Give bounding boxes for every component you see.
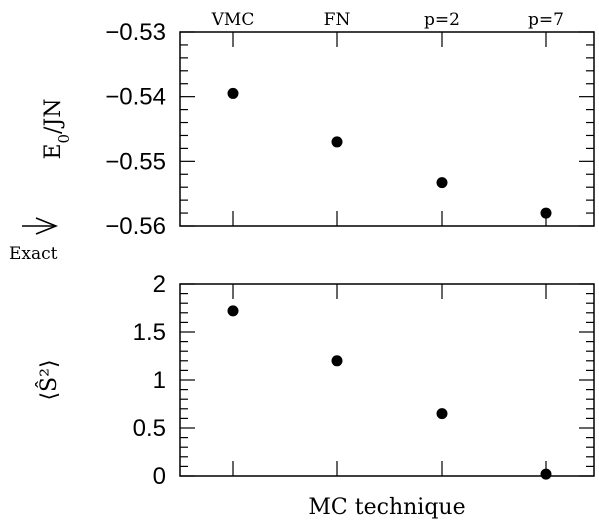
energy-point — [436, 177, 448, 189]
energy-y-tick-label: −0.56 — [105, 213, 166, 240]
energy-point — [331, 136, 343, 148]
spin-y-axis-title: ⟨Ŝ²⟩ — [35, 359, 62, 400]
spin-y-tick-label: 0 — [153, 463, 166, 490]
spin-panel: 2 1.5 1 0.5 0 ⟨Ŝ²⟩ MC technique — [35, 271, 595, 520]
exact-label: Exact — [9, 244, 58, 264]
energy-y-tick-label: −0.53 — [105, 19, 166, 46]
category-labels: VMC FN p=2 p=7 — [211, 10, 564, 30]
spin-plot-frame — [179, 283, 595, 477]
energy-y-tick-label: −0.54 — [105, 84, 166, 111]
x-axis-title: MC technique — [308, 495, 465, 520]
spin-y-tick-label: 2 — [153, 271, 166, 298]
energy-points — [227, 87, 552, 219]
exact-arrow — [22, 217, 59, 235]
category-label: FN — [324, 10, 351, 30]
spin-y-tick-label: 1 — [153, 367, 166, 394]
spin-point — [331, 355, 343, 367]
energy-y-tick-label: −0.55 — [105, 148, 166, 175]
spin-point — [436, 408, 448, 420]
category-label: p=2 — [424, 10, 460, 30]
spin-points — [227, 305, 552, 480]
category-label: p=7 — [528, 10, 564, 30]
spin-y-tick-labels: 2 1.5 1 0.5 0 — [133, 271, 166, 490]
spin-point — [227, 305, 239, 317]
category-label: VMC — [211, 10, 255, 30]
energy-point — [540, 207, 552, 219]
spin-y-tick-label: 1.5 — [133, 319, 166, 346]
spin-y-tick-label: 0.5 — [133, 415, 166, 442]
energy-point — [227, 87, 239, 99]
spin-minor-ticks — [180, 283, 594, 477]
spin-point — [540, 468, 552, 480]
energy-y-tick-labels: −0.53 −0.54 −0.55 −0.56 — [105, 19, 166, 240]
energy-y-axis-title: E0/JN — [41, 98, 73, 159]
energy-plot-frame — [179, 31, 595, 227]
energy-minor-ticks — [180, 31, 594, 227]
energy-panel: −0.53 −0.54 −0.55 −0.56 VMC FN p=2 p=7 E0/JN E… — [9, 10, 595, 264]
